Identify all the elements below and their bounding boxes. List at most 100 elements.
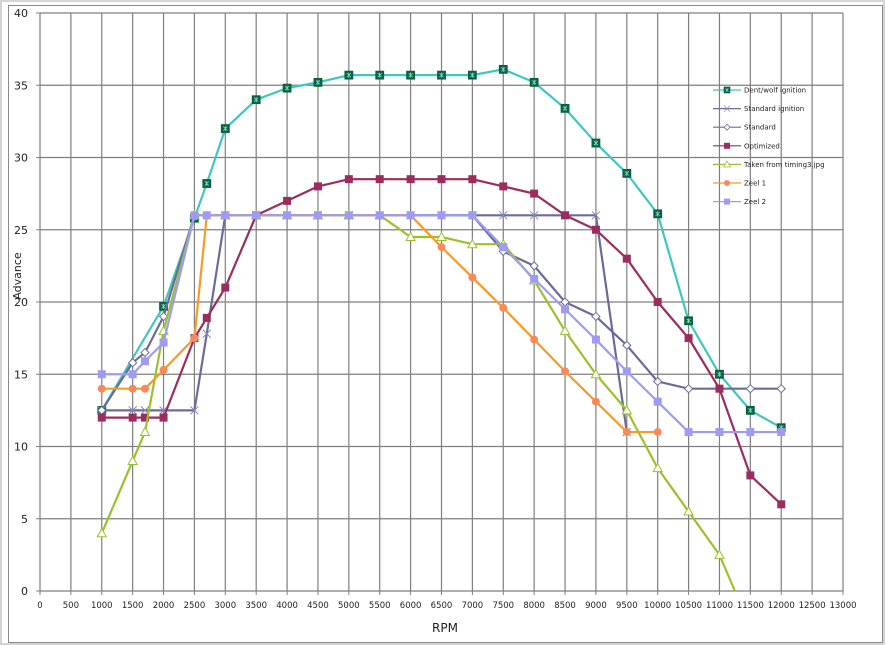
data-point	[97, 370, 106, 379]
data-point	[375, 175, 384, 184]
data-point	[684, 334, 693, 343]
series-line	[101, 214, 628, 433]
x-tick-label: 10500	[675, 601, 702, 611]
data-point	[406, 70, 416, 80]
data-point	[190, 211, 199, 220]
legend-marker-icon	[722, 160, 732, 168]
data-point	[683, 506, 694, 516]
series-line	[100, 214, 736, 592]
data-point	[683, 383, 694, 394]
data-point	[251, 95, 261, 105]
data-point	[140, 347, 150, 358]
x-tick-label: 1500	[122, 601, 144, 611]
data-point	[159, 365, 168, 374]
y-axis: 0 5 10 15 20 25 30 35 40	[14, 7, 40, 598]
x-tick-label: 4500	[307, 601, 329, 611]
data-point	[128, 406, 138, 415]
data-point	[344, 70, 354, 80]
x-tick-label: 7000	[462, 601, 484, 611]
y-tick-label: 25	[14, 224, 28, 237]
data-point	[559, 325, 571, 335]
x-axis: 0 500 1000 1500 2000 2500 3000 3500 4000 4500 5000…	[37, 591, 857, 611]
data-point	[437, 70, 446, 80]
data-point	[777, 428, 786, 437]
x-tick-label: 6000	[400, 601, 422, 611]
data-point	[344, 211, 353, 220]
legend-marker-icon	[724, 198, 730, 205]
data-point	[591, 225, 600, 234]
data-point	[190, 406, 199, 415]
data-point	[202, 313, 211, 322]
data-point	[159, 413, 168, 422]
data-point	[282, 83, 292, 93]
series-zeel-2	[97, 211, 786, 437]
x-tick-label: 2000	[153, 601, 175, 611]
data-point	[653, 298, 662, 306]
data-point	[498, 210, 508, 220]
legend: Dent/wolf ignition Standard ignition Stand…	[713, 87, 825, 206]
data-point	[97, 384, 106, 393]
data-point	[684, 316, 693, 326]
x-tick-label: 3500	[245, 601, 267, 611]
data-point	[220, 124, 230, 133]
data-point	[622, 254, 631, 263]
x-tick-label: 7500	[492, 601, 514, 611]
y-tick-label: 10	[14, 441, 28, 454]
data-point	[560, 103, 570, 113]
x-tick-label: 3000	[214, 601, 236, 611]
data-point	[653, 397, 662, 406]
data-point	[653, 209, 663, 219]
legend-marker-icon	[723, 123, 731, 131]
data-series	[96, 64, 786, 592]
legend-label: Standard	[744, 124, 776, 132]
legend-item: Taken from timing3.jpg	[713, 160, 825, 169]
data-point	[746, 428, 755, 437]
data-point	[591, 138, 601, 148]
legend-label: Taken from timing3.jpg	[743, 161, 825, 169]
x-tick-label: 12500	[799, 601, 826, 611]
data-point	[529, 77, 539, 87]
x-tick-label: 12000	[768, 601, 795, 611]
data-point	[622, 428, 631, 437]
y-tick-label: 40	[14, 7, 28, 20]
data-point	[591, 335, 600, 344]
data-point	[437, 211, 446, 220]
x-axis-title: RPM	[432, 621, 458, 635]
y-axis-title: Advance	[11, 252, 24, 300]
y-tick-label: 30	[14, 152, 28, 165]
data-point	[139, 426, 151, 437]
data-point	[715, 384, 724, 393]
series-standard-ignition	[97, 210, 632, 437]
x-tick-label: 1000	[91, 601, 113, 611]
data-point	[621, 404, 633, 415]
x-tick-label: 5000	[338, 601, 360, 611]
x-tick-label: 10000	[644, 601, 671, 611]
data-point	[715, 369, 724, 379]
data-point	[96, 527, 108, 538]
data-point	[375, 70, 385, 80]
data-point	[190, 334, 199, 343]
data-point	[283, 196, 292, 205]
data-point	[436, 231, 447, 241]
data-point	[405, 231, 416, 241]
legend-label: Zeel 2	[744, 198, 766, 206]
data-point	[467, 70, 477, 80]
data-point	[468, 211, 477, 220]
data-point	[437, 243, 446, 252]
data-point	[128, 384, 137, 393]
legend-item: Dent/wolf ignition	[713, 87, 806, 95]
data-point	[529, 210, 539, 220]
legend-item: Zeel 1	[713, 180, 766, 188]
data-point	[653, 428, 662, 437]
data-point	[652, 462, 664, 473]
data-point	[777, 500, 786, 509]
data-point	[622, 168, 632, 178]
data-point	[745, 383, 756, 394]
data-point	[406, 175, 415, 184]
data-point	[406, 211, 415, 220]
data-point	[313, 211, 322, 220]
data-point	[221, 283, 230, 292]
x-tick-label: 9000	[585, 601, 607, 611]
data-point	[202, 179, 212, 188]
y-tick-label: 20	[14, 296, 28, 309]
